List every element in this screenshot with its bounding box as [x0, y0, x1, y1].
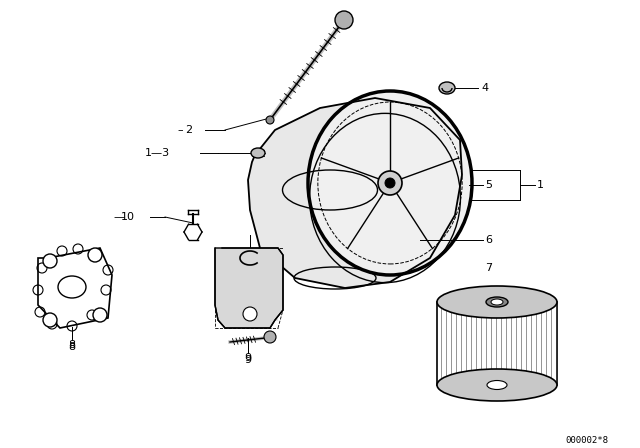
Text: 000002*8: 000002*8	[565, 435, 608, 444]
Ellipse shape	[437, 369, 557, 401]
Ellipse shape	[58, 276, 86, 298]
Circle shape	[385, 178, 395, 188]
Circle shape	[243, 307, 257, 321]
Text: 7: 7	[485, 263, 492, 273]
Circle shape	[88, 248, 102, 262]
Ellipse shape	[491, 299, 503, 305]
Text: 6: 6	[485, 235, 492, 245]
Circle shape	[378, 171, 402, 195]
Text: –: –	[177, 125, 183, 135]
Polygon shape	[38, 248, 112, 328]
Circle shape	[93, 308, 107, 322]
Text: —: —	[114, 212, 125, 222]
Text: 8: 8	[68, 342, 76, 352]
Text: 10: 10	[121, 212, 135, 222]
Text: 1—3: 1—3	[145, 148, 170, 158]
Ellipse shape	[439, 82, 455, 94]
Circle shape	[264, 331, 276, 343]
Text: 4: 4	[481, 83, 488, 93]
Circle shape	[43, 313, 57, 327]
Polygon shape	[248, 98, 462, 288]
Ellipse shape	[437, 286, 557, 318]
Text: 9: 9	[244, 355, 252, 365]
Circle shape	[335, 11, 353, 29]
Text: 2: 2	[185, 125, 192, 135]
Ellipse shape	[251, 148, 265, 158]
Text: 9: 9	[244, 353, 252, 363]
Polygon shape	[215, 248, 283, 328]
Text: 5: 5	[485, 180, 492, 190]
Ellipse shape	[487, 380, 507, 389]
Circle shape	[43, 254, 57, 268]
Ellipse shape	[308, 91, 472, 275]
Text: 1: 1	[537, 180, 544, 190]
Circle shape	[266, 116, 274, 124]
Text: 8: 8	[68, 340, 76, 350]
Ellipse shape	[486, 297, 508, 307]
